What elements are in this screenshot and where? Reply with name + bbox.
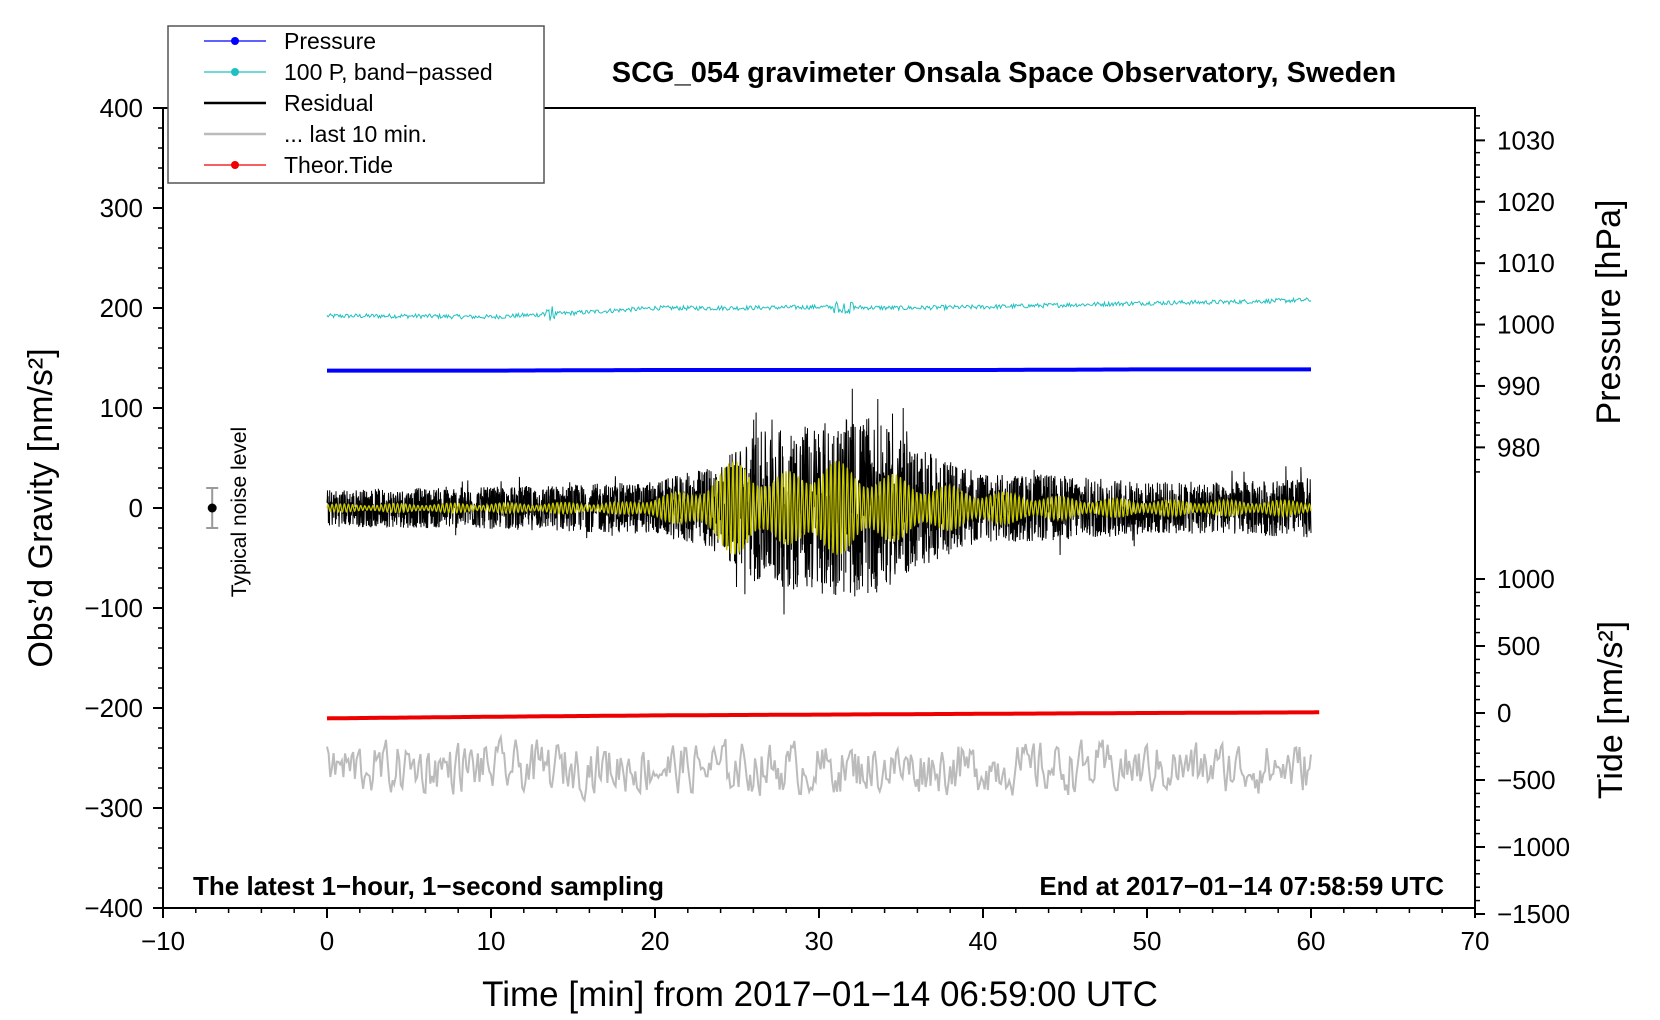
tide-tick-label: −1500 bbox=[1497, 899, 1570, 929]
x-tick-label: −10 bbox=[141, 926, 185, 956]
x-tick-label: 40 bbox=[969, 926, 998, 956]
tide-tick-label: 500 bbox=[1497, 631, 1540, 661]
legend: Pressure 100 P, band−passed Residual ... la… bbox=[167, 25, 545, 184]
pressure-line bbox=[327, 367, 1311, 373]
last-10-min-series bbox=[326, 733, 1312, 803]
tide-tick-label: 1000 bbox=[1497, 564, 1555, 594]
x-tick-label: 60 bbox=[1297, 926, 1326, 956]
legend-label: ... last 10 min. bbox=[284, 121, 427, 147]
y-tick-label: −400 bbox=[84, 893, 143, 923]
theoretical-tide-series bbox=[326, 710, 1320, 721]
last-10-min-line bbox=[326, 733, 1312, 803]
pressure-series bbox=[327, 367, 1311, 373]
y-tick-label: 0 bbox=[129, 493, 143, 523]
y-tick-label: 100 bbox=[100, 393, 143, 423]
x-axis: −10 0 10 20 30 40 50 60 70 bbox=[141, 908, 1490, 956]
left-y-axis: −400 −300 −200 −100 0 100 200 300 400 bbox=[84, 93, 163, 923]
pressure-axis: 980 990 1000 1010 1020 1030 bbox=[1475, 115, 1555, 473]
residual-series bbox=[326, 388, 1312, 615]
legend-marker bbox=[231, 37, 239, 45]
pressure-bandpassed-line bbox=[326, 296, 1312, 321]
chart-title: SCG_054 gravimeter Onsala Space Observat… bbox=[612, 57, 1396, 89]
legend-marker bbox=[231, 68, 239, 76]
x-tick-label: 10 bbox=[477, 926, 506, 956]
y-tick-label: 400 bbox=[100, 93, 143, 123]
tide-tick-label: 0 bbox=[1497, 698, 1511, 728]
y-tick-label: 200 bbox=[100, 293, 143, 323]
bandpassed-residual-line bbox=[326, 461, 1312, 555]
legend-label: Pressure bbox=[284, 28, 376, 54]
legend-label: Theor.Tide bbox=[284, 152, 393, 178]
y-axis-label-left: Obs’d Gravity [nm/s²] bbox=[22, 348, 60, 667]
legend-label: 100 P, band−passed bbox=[284, 59, 493, 85]
tide-axis: −1500 −1000 −500 0 500 1000 bbox=[1475, 564, 1570, 929]
y-tick-label: −100 bbox=[84, 593, 143, 623]
pressure-tick-label: 980 bbox=[1497, 432, 1540, 462]
pressure-tick-label: 1010 bbox=[1497, 248, 1555, 278]
tide-line bbox=[326, 710, 1320, 721]
legend-label: Residual bbox=[284, 90, 374, 116]
pressure-tick-label: 1000 bbox=[1497, 310, 1555, 340]
pressure-bandpassed-series bbox=[326, 296, 1312, 321]
pressure-tick-label: 1030 bbox=[1497, 125, 1555, 155]
y-tick-label: −200 bbox=[84, 693, 143, 723]
pressure-tick-label: 1020 bbox=[1497, 187, 1555, 217]
tide-tick-label: −500 bbox=[1497, 765, 1556, 795]
x-tick-label: 30 bbox=[805, 926, 834, 956]
noise-level-label: Typical noise level bbox=[228, 427, 251, 597]
x-tick-label: 50 bbox=[1133, 926, 1162, 956]
legend-box bbox=[167, 25, 545, 184]
legend-marker bbox=[231, 161, 239, 169]
x-tick-label: 70 bbox=[1461, 926, 1490, 956]
sampling-note: The latest 1−hour, 1−second sampling bbox=[193, 871, 664, 901]
tide-tick-label: −1000 bbox=[1497, 832, 1570, 862]
x-tick-label: 20 bbox=[641, 926, 670, 956]
bandpassed-residual-series bbox=[326, 461, 1312, 555]
x-axis-label: Time [min] from 2017−01−14 06:59:00 UTC bbox=[482, 975, 1158, 1014]
y-tick-label: −300 bbox=[84, 793, 143, 823]
noise-point bbox=[207, 503, 217, 513]
x-tick-label: 0 bbox=[320, 926, 334, 956]
residual-line bbox=[326, 388, 1312, 615]
tide-axis-label: Tide [nm/s²] bbox=[1592, 621, 1630, 799]
pressure-axis-label: Pressure [hPa] bbox=[1590, 200, 1628, 425]
y-tick-label: 300 bbox=[100, 193, 143, 223]
end-time-note: End at 2017−01−14 07:58:59 UTC bbox=[1039, 871, 1444, 901]
noise-level-indicator bbox=[206, 487, 219, 529]
pressure-tick-label: 990 bbox=[1497, 371, 1540, 401]
